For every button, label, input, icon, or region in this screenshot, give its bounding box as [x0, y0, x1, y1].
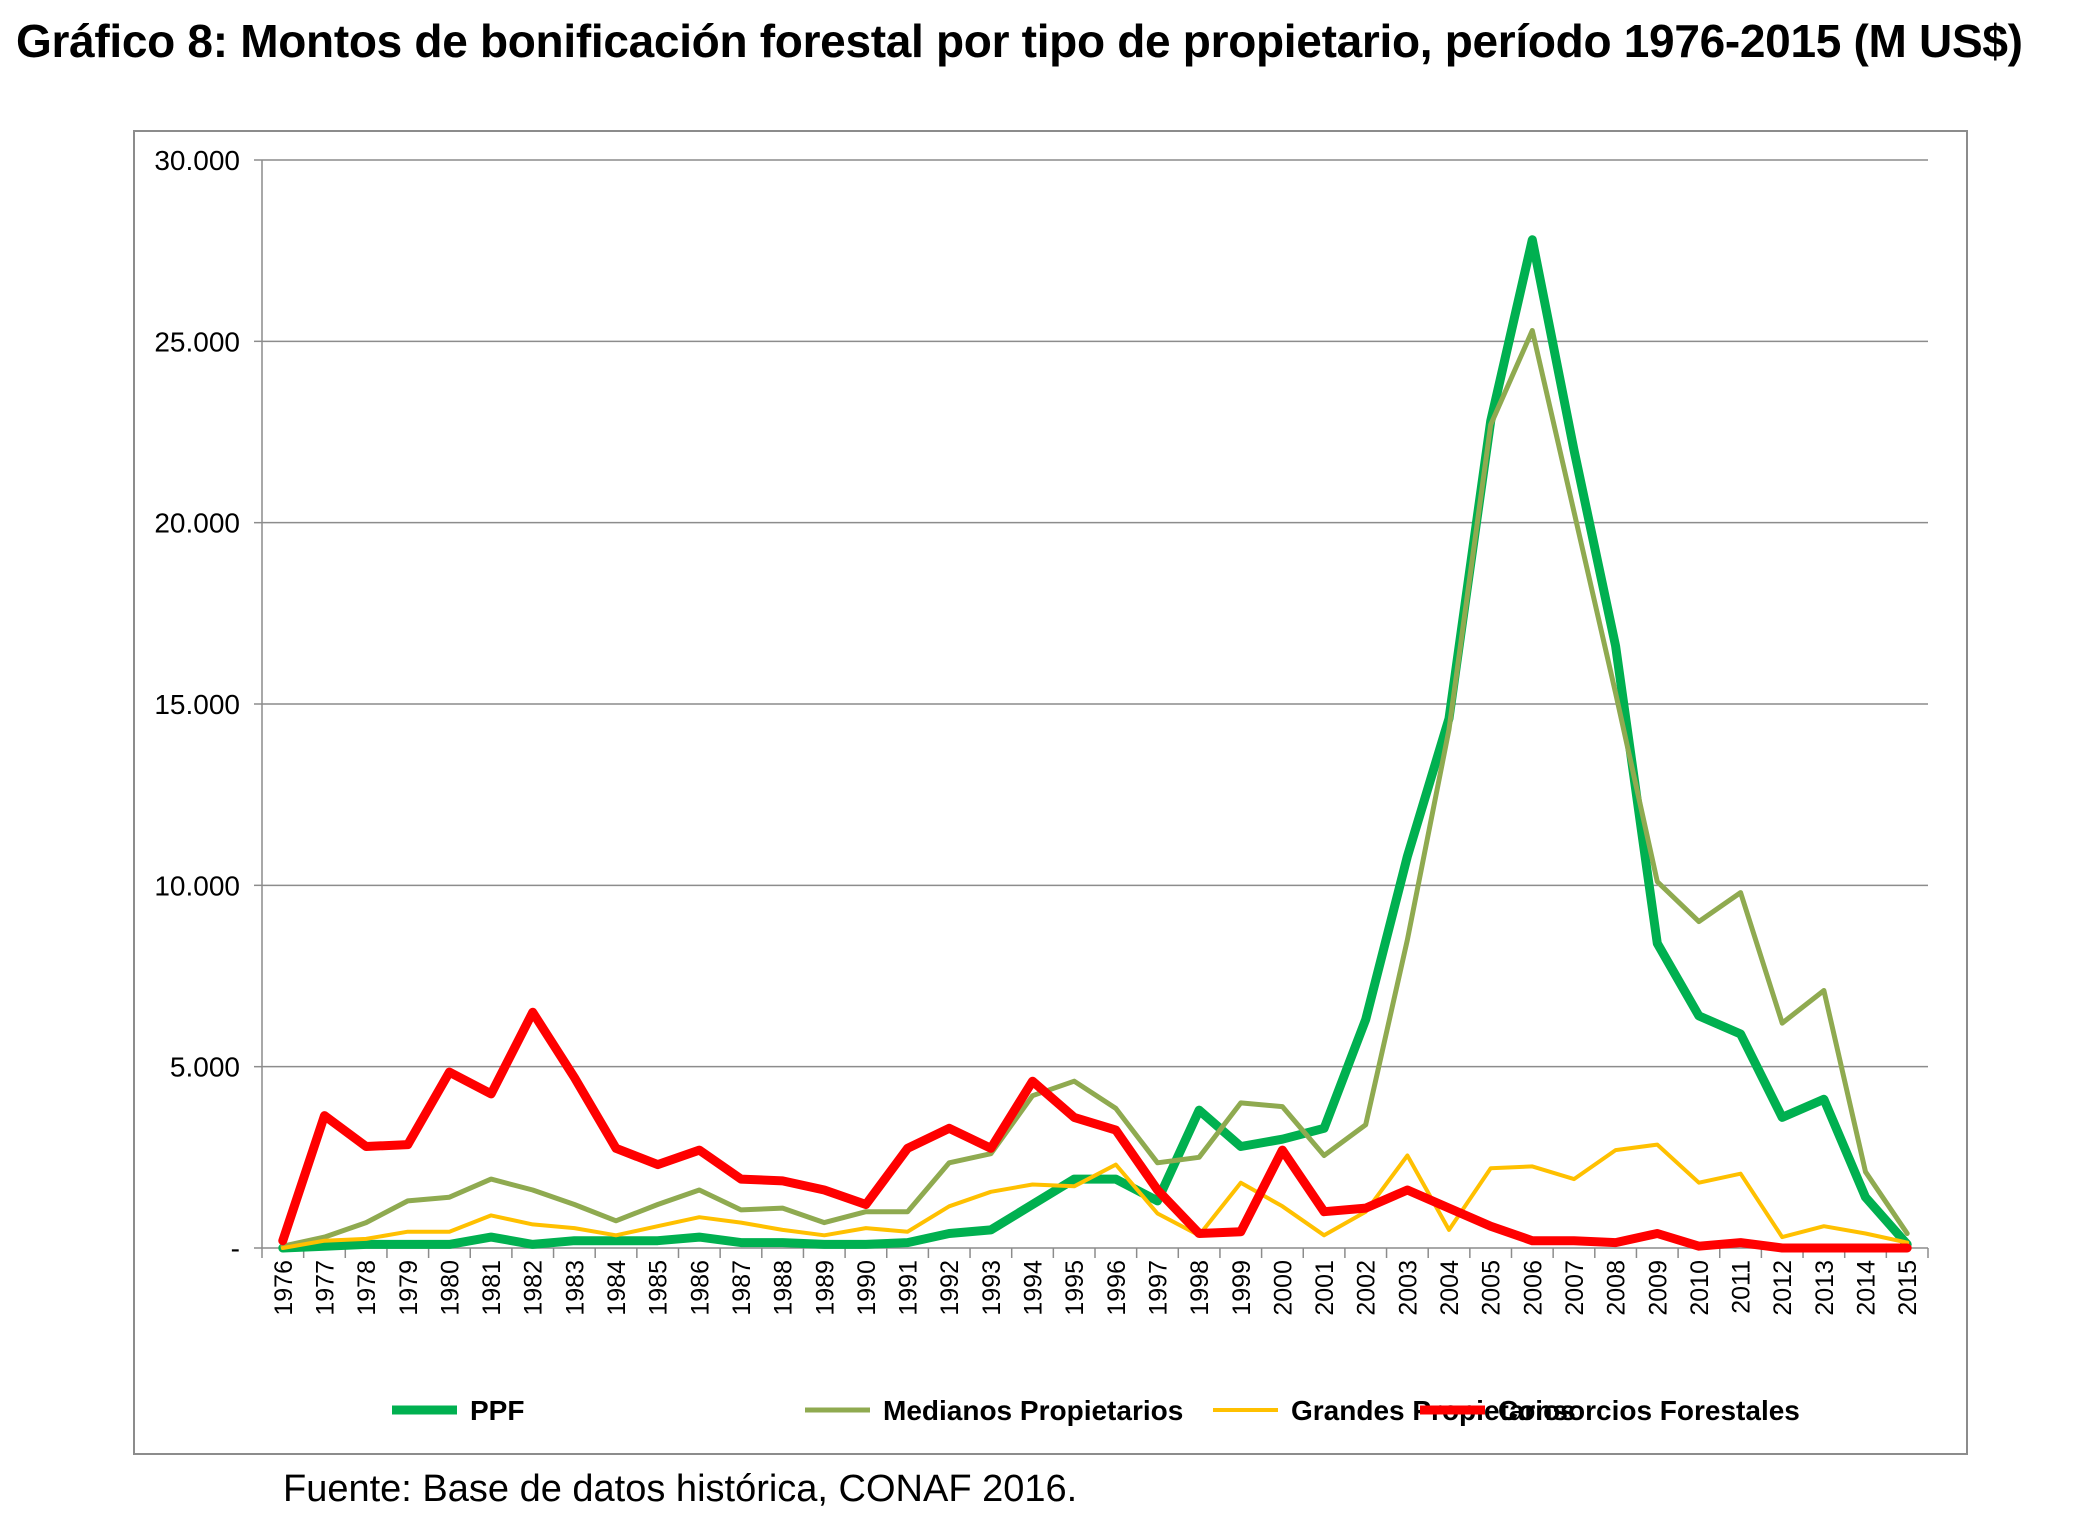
x-tick-label: 2011: [1728, 1260, 1756, 1314]
x-tick-label: 1991: [895, 1260, 923, 1316]
x-tick-label: 1999: [1228, 1260, 1256, 1316]
y-tick-label: 15.000: [154, 689, 240, 720]
x-tick-label: 1996: [1103, 1260, 1131, 1316]
x-tick-label: 2002: [1353, 1260, 1381, 1316]
x-tick-label: 1995: [1061, 1260, 1089, 1316]
x-tick-label: 2015: [1894, 1260, 1922, 1316]
x-tick-label: 1987: [728, 1260, 756, 1316]
series-line: [278, 1007, 1912, 1253]
x-tick-label: 2009: [1644, 1260, 1672, 1316]
x-tick-label: 1978: [353, 1260, 381, 1316]
x-tick-label: 1981: [478, 1260, 506, 1316]
x-tick-label: 2010: [1686, 1260, 1714, 1316]
x-tick-label: 1989: [811, 1260, 839, 1316]
x-tick-label: 1998: [1186, 1260, 1214, 1316]
x-tick-label: 1986: [686, 1260, 714, 1316]
x-tick-label: 1982: [520, 1260, 548, 1316]
y-tick-label: 30.000: [154, 145, 240, 176]
x-tick-label: 1977: [311, 1260, 339, 1316]
x-tick-label: 2001: [1311, 1260, 1339, 1316]
x-tick-label: 2004: [1436, 1260, 1464, 1316]
x-tick-label: 1988: [770, 1260, 798, 1316]
x-tick-label: 1983: [561, 1260, 589, 1316]
x-tick-label: 2008: [1603, 1260, 1631, 1316]
x-tick-label: 1984: [603, 1260, 631, 1316]
x-tick-label: 1976: [270, 1260, 298, 1316]
x-tick-label: 1994: [1020, 1260, 1048, 1316]
x-tick-label: 1980: [436, 1260, 464, 1316]
legend-label: Medianos Propietarios: [883, 1395, 1183, 1426]
y-tick-label: 20.000: [154, 508, 240, 539]
x-tick-label: 2007: [1561, 1260, 1589, 1316]
y-tick-label: -: [231, 1233, 240, 1264]
x-tick-label: 2006: [1519, 1260, 1547, 1316]
y-tick-label: 25.000: [154, 326, 240, 357]
chart-frame: [133, 130, 1968, 1455]
x-tick-label: 1985: [645, 1260, 673, 1316]
x-tick-label: 2013: [1811, 1260, 1839, 1316]
legend-label: PPF: [470, 1395, 524, 1426]
x-tick-label: 1990: [853, 1260, 881, 1316]
x-tick-label: 2003: [1394, 1260, 1422, 1316]
x-tick-label: 2000: [1269, 1260, 1297, 1316]
x-tick-label: 1993: [978, 1260, 1006, 1316]
y-tick-label: 5.000: [170, 1052, 240, 1083]
chart-title: Gráfico 8: Montos de bonificación forest…: [16, 15, 2023, 67]
legend-label: Consorcios Forestales: [1498, 1395, 1800, 1426]
x-tick-label: 2014: [1853, 1260, 1881, 1316]
x-tick-label: 2005: [1478, 1260, 1506, 1316]
series-line: [280, 328, 1910, 1249]
x-tick-label: 2012: [1769, 1260, 1797, 1316]
series-line: [280, 1142, 1910, 1250]
x-tick-label: 1979: [395, 1260, 423, 1316]
source-note: Fuente: Base de datos histórica, CONAF 2…: [283, 1468, 1078, 1510]
x-tick-label: 1992: [936, 1260, 964, 1316]
y-tick-label: 10.000: [154, 870, 240, 901]
x-tick-label: 1997: [1144, 1260, 1172, 1316]
